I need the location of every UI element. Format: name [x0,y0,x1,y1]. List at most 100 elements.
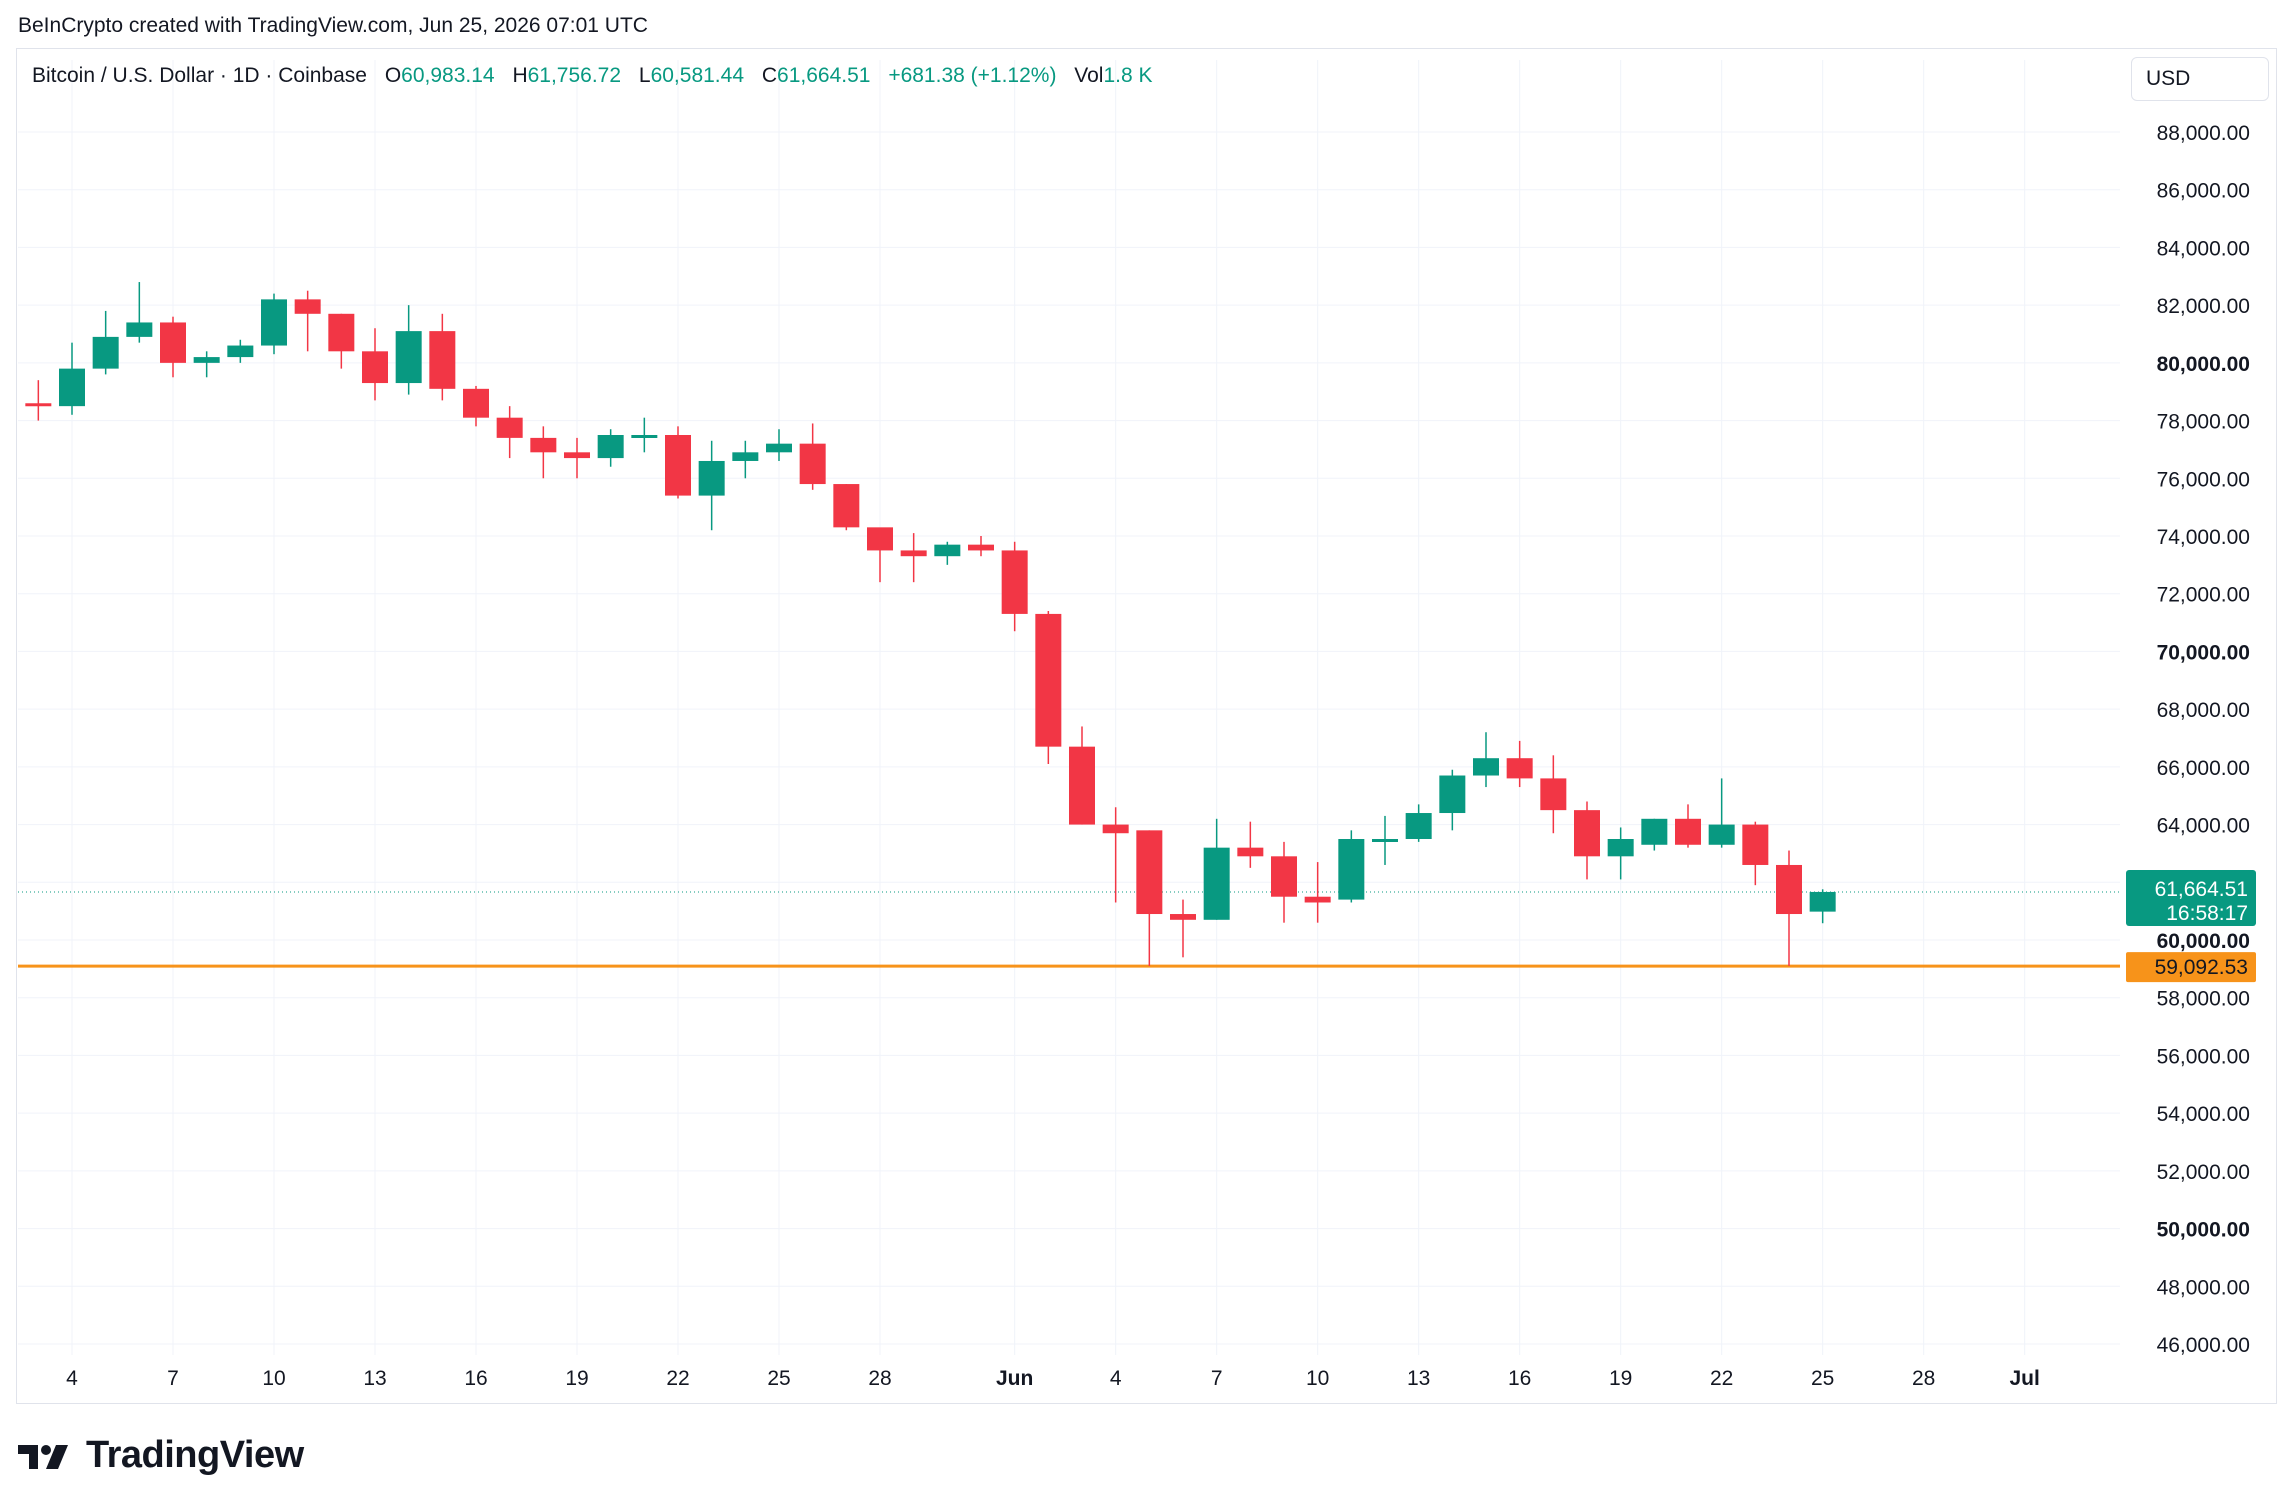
close-value: 61,664.51 [777,64,871,87]
candle-body[interactable] [126,322,153,337]
candle-body[interactable] [732,452,759,461]
close-label: C [761,64,778,87]
candle-body[interactable] [1473,758,1499,776]
y-axis-tick-label: 72,000.00 [2157,584,2250,607]
candle-body[interactable] [1506,758,1533,779]
x-axis-tick-label: 7 [167,1367,179,1390]
candle-body[interactable] [1776,864,1802,915]
candle-body[interactable] [92,336,119,369]
price-change: +681.38 (+1.12%) [888,64,1057,87]
candle-body[interactable] [1742,824,1769,865]
last-price-label: 61,664.51 [2155,878,2248,901]
candle-body[interactable] [867,527,893,551]
y-axis-tick-label: 58,000.00 [2157,988,2250,1011]
candle-body[interactable] [395,331,422,384]
candle-body[interactable] [1675,818,1701,845]
candle-body[interactable] [1607,839,1634,857]
low-label: L [638,64,651,87]
candle-body[interactable] [496,417,523,438]
x-axis-tick-label: 25 [767,1367,790,1390]
candle-body[interactable] [193,357,220,363]
x-axis-tick-label: 16 [1508,1367,1531,1390]
candle-body[interactable] [968,544,994,551]
support-label: 59,092.53 [2155,956,2248,979]
candle-body[interactable] [530,437,557,453]
y-axis-tick-label: 54,000.00 [2157,1103,2250,1126]
candle-body[interactable] [1136,830,1163,915]
candle-body[interactable] [429,331,456,389]
candle-body[interactable] [160,322,186,363]
candle-body[interactable] [463,388,489,418]
candle-body[interactable] [564,452,590,459]
y-axis-tick-label: 86,000.00 [2157,180,2250,203]
y-axis-tick-label: 80,000.00 [2157,353,2250,376]
candle-body[interactable] [1102,824,1129,834]
candle-body[interactable] [1001,550,1028,614]
candle-body[interactable] [1237,847,1264,857]
candle-body[interactable] [1372,839,1398,842]
y-axis-tick-label: 88,000.00 [2157,122,2250,145]
candle-body[interactable] [766,443,792,453]
low-value: 60,581.44 [650,64,745,87]
candle-body[interactable] [1069,746,1095,825]
y-axis-tick-label: 66,000.00 [2157,757,2250,780]
candle-body[interactable] [1439,775,1466,814]
high-value: 61,756.72 [527,64,622,87]
y-axis-tick-label: 50,000.00 [2157,1219,2250,1242]
x-axis-tick-label: 19 [565,1367,588,1390]
candle-body[interactable] [1203,847,1230,920]
x-axis-tick-label: 10 [1306,1367,1329,1390]
candle-body[interactable] [328,313,355,352]
y-axis-tick-label: 64,000.00 [2157,815,2250,838]
x-axis-tick-label: 10 [262,1367,285,1390]
candle-body[interactable] [1035,613,1062,747]
currency-button[interactable]: USD [2131,57,2269,101]
y-axis-tick-label: 56,000.00 [2157,1045,2250,1068]
x-axis-tick-label: 28 [868,1367,891,1390]
candle-body[interactable] [25,403,52,407]
candle-body[interactable] [799,443,826,485]
y-axis-tick-label: 78,000.00 [2157,411,2250,434]
x-axis-tick-label: Jul [2009,1367,2039,1390]
candle-body[interactable] [698,460,725,496]
high-label: H [512,64,528,87]
candle-body[interactable] [1304,896,1331,903]
symbol-title[interactable]: Bitcoin / U.S. Dollar · 1D · Coinbase [32,64,367,87]
candle-body[interactable] [1170,914,1196,920]
candle-body[interactable] [1271,856,1297,897]
candle-body[interactable] [631,435,658,438]
candle-body[interactable] [1338,839,1365,900]
candle-body[interactable] [665,435,691,496]
x-axis-tick-label: 19 [1609,1367,1632,1390]
y-axis-tick-label: 70,000.00 [2157,641,2250,664]
volume-label: Vol [1074,64,1104,87]
candle-body[interactable] [294,299,321,314]
chart-frame [16,48,2277,1404]
candle-body[interactable] [934,544,961,557]
candle-body[interactable] [227,345,254,358]
candle-body[interactable] [362,351,388,384]
candle-body[interactable] [833,484,860,528]
tradingview-logo[interactable]: TradingView [18,1434,304,1477]
x-axis-tick-label: 7 [1211,1367,1223,1390]
x-axis-tick-label: 4 [1110,1367,1122,1390]
candle-body[interactable] [1405,813,1432,839]
candle-body[interactable] [900,550,927,557]
tradingview-logo-icon [18,1444,68,1469]
x-axis-tick-label: 22 [1710,1367,1733,1390]
countdown-label: 16:58:17 [2166,902,2248,925]
y-axis-tick-label: 60,000.00 [2157,930,2250,953]
candle-body[interactable] [1574,810,1600,857]
open-label: O [384,64,402,87]
candle-body[interactable] [1540,778,1567,811]
candle-body[interactable] [59,368,85,407]
y-axis-tick-label: 68,000.00 [2157,699,2250,722]
volume-value: 1.8 K [1103,64,1153,87]
candle-body[interactable] [597,435,624,459]
candle-body[interactable] [1708,824,1735,845]
candle-body[interactable] [261,299,287,346]
candle-body[interactable] [1809,891,1836,912]
y-axis-tick-label: 76,000.00 [2157,468,2250,491]
candle-body[interactable] [1641,818,1668,845]
